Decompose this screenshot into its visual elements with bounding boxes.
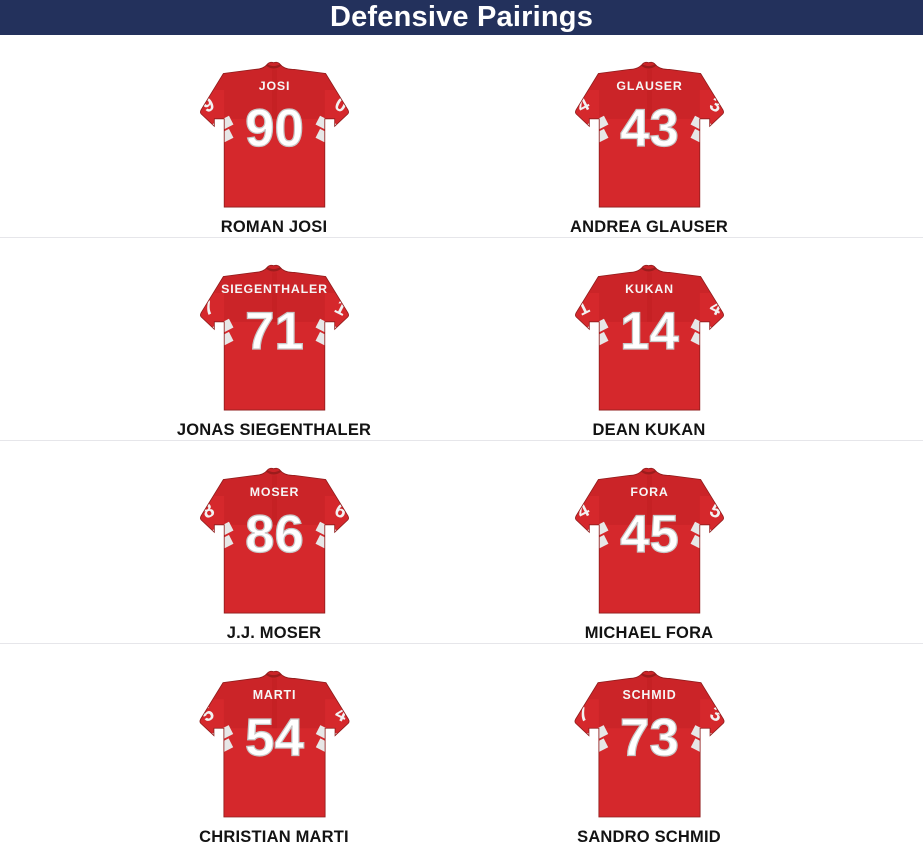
svg-text:KUKAN: KUKAN	[625, 282, 674, 296]
svg-text:MOSER: MOSER	[249, 485, 298, 499]
svg-text:14: 14	[620, 302, 679, 361]
svg-text:SCHMID: SCHMID	[622, 688, 676, 702]
svg-text:JOSI: JOSI	[258, 79, 289, 93]
svg-text:86: 86	[245, 505, 304, 564]
svg-text:GLAUSER: GLAUSER	[616, 79, 682, 93]
svg-text:90: 90	[245, 99, 304, 158]
svg-text:45: 45	[620, 505, 679, 564]
svg-text:SIEGENTHALER: SIEGENTHALER	[221, 282, 328, 296]
svg-text:73: 73	[619, 709, 678, 768]
svg-text:FORA: FORA	[630, 485, 668, 499]
svg-text:43: 43	[620, 99, 679, 158]
svg-text:MARTI: MARTI	[252, 688, 296, 702]
svg-text:54: 54	[244, 709, 304, 768]
svg-text:71: 71	[245, 302, 304, 361]
